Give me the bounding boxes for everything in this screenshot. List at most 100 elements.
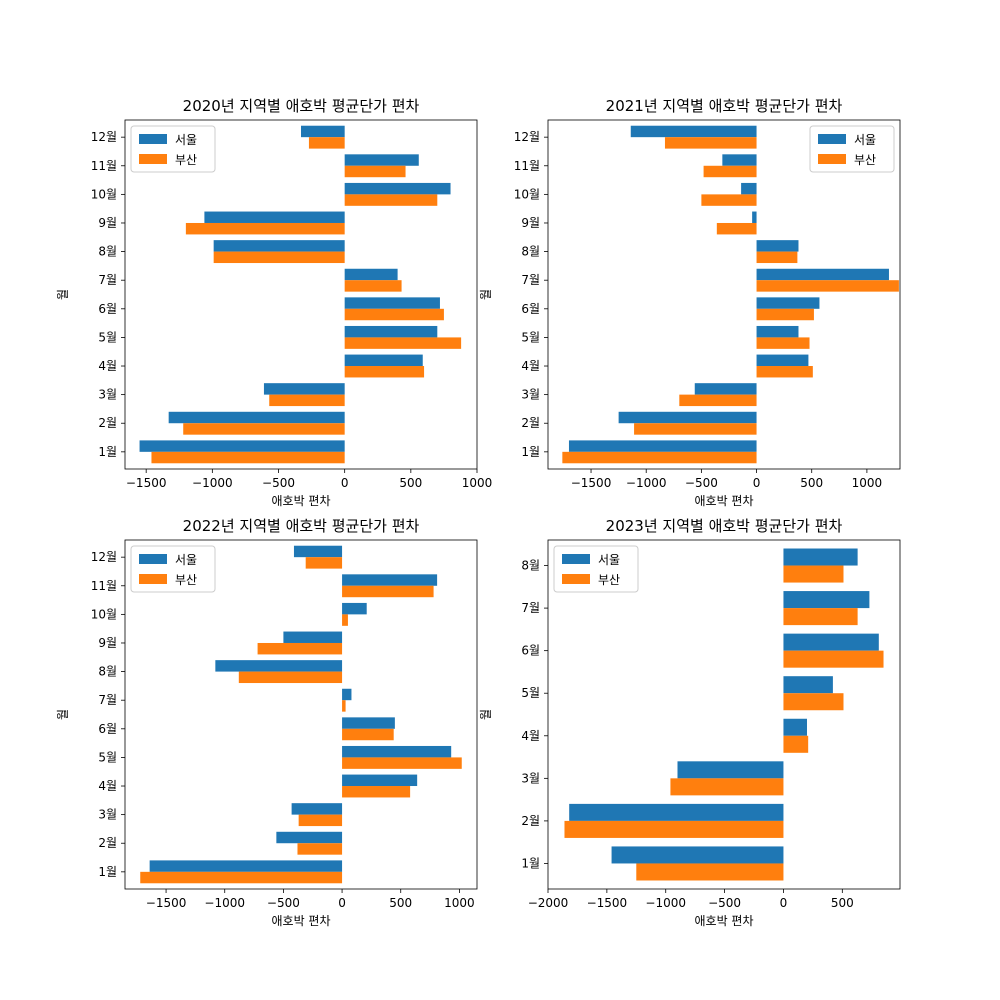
- y-tick-label: 8월: [521, 559, 540, 573]
- bar-busan-5: [783, 693, 844, 711]
- bar-seoul-5: [783, 676, 833, 694]
- legend-swatch-busan: [139, 154, 167, 164]
- bar-seoul-12: [293, 545, 343, 558]
- chart-panel-1: −1500 −1000 −500 0 500 1000 1월 2월 3월 4월 5월 6월 7월 8월 9월…: [56, 97, 492, 508]
- x-tick-label: −1000: [192, 476, 233, 490]
- y-axis-label: 월: [479, 289, 493, 300]
- bar-busan-1: [151, 451, 345, 464]
- y-tick-label: 11월: [514, 159, 540, 173]
- legend-swatch-seoul: [818, 134, 846, 144]
- bar-busan-8: [783, 565, 844, 583]
- y-tick-label: 2월: [98, 836, 117, 850]
- y-tick-label: 6월: [98, 302, 117, 316]
- y-axis-label: 월: [56, 709, 70, 720]
- x-tick-label: −500: [267, 896, 300, 910]
- bar-seoul-1: [139, 440, 345, 452]
- y-tick-label: 1월: [98, 865, 117, 879]
- axes-frame: [547, 119, 901, 470]
- bar-busan-6: [344, 308, 444, 321]
- bar-busan-6: [783, 650, 884, 668]
- bar-seoul-1: [568, 440, 757, 452]
- y-tick-label: 10월: [91, 607, 117, 621]
- bar-seoul-8: [213, 240, 345, 252]
- x-tick-label: 1000: [444, 896, 475, 910]
- bar-seoul-1: [149, 860, 343, 872]
- y-tick-label: 4월: [521, 729, 540, 743]
- x-tick-label: 500: [389, 896, 412, 910]
- x-axis-label: 애호박 편차: [271, 914, 330, 928]
- bar-seoul-11: [342, 574, 438, 586]
- chart-panel-4: −2000 −1500 −1000 −500 0 500 1월 2월 3월 4월 5월 6월 7월 8월 2…: [479, 517, 901, 928]
- bar-busan-9: [257, 642, 343, 655]
- y-axis-label: 월: [479, 709, 493, 720]
- y-tick-label: 10월: [514, 187, 540, 201]
- y-tick-label: 9월: [98, 636, 117, 650]
- bar-busan-5: [342, 757, 462, 769]
- legend-swatch-seoul: [562, 554, 590, 564]
- x-tick-label: −1000: [626, 476, 667, 490]
- bar-busan-7: [756, 280, 899, 292]
- y-tick-label: 5월: [521, 686, 540, 700]
- legend-box: [130, 545, 216, 593]
- bar-busan-6: [342, 728, 394, 741]
- bar-seoul-7: [342, 688, 352, 701]
- y-axis-label: 월: [56, 289, 70, 300]
- bar-seoul-9: [283, 631, 343, 643]
- bar-busan-2: [297, 843, 343, 855]
- bar-busan-3: [670, 778, 784, 796]
- x-tick-label: 0: [780, 896, 788, 910]
- bar-seoul-6: [756, 297, 820, 309]
- bar-busan-9: [185, 222, 345, 235]
- bar-busan-12: [664, 137, 757, 149]
- legend-label-seoul: 서울: [598, 553, 620, 567]
- bar-busan-11: [344, 165, 406, 178]
- x-axis-label: 애호박 편차: [694, 914, 753, 928]
- bar-busan-5: [756, 337, 810, 349]
- chart-title: 2021년 지역별 애호박 평균단가 편차: [606, 97, 843, 115]
- bar-busan-9: [716, 222, 757, 235]
- bar-busan-12: [305, 557, 343, 569]
- bar-busan-11: [342, 585, 434, 598]
- x-tick-label: 0: [338, 896, 346, 910]
- y-tick-label: 2월: [521, 416, 540, 430]
- axes-frame: [547, 539, 901, 890]
- bar-busan-4: [783, 735, 809, 753]
- bar-seoul-9: [204, 211, 345, 223]
- bar-busan-5: [344, 337, 462, 349]
- bar-seoul-12: [630, 125, 757, 138]
- x-tick-label: −1500: [587, 896, 628, 910]
- bar-busan-10: [344, 194, 438, 206]
- bar-seoul-4: [342, 774, 418, 787]
- bar-busan-7: [344, 280, 402, 292]
- bar-busan-7: [783, 608, 858, 626]
- y-tick-label: 8월: [98, 665, 117, 679]
- legend-label-seoul: 서울: [175, 553, 197, 567]
- y-tick-label: 4월: [98, 779, 117, 793]
- legend-swatch-busan: [818, 154, 846, 164]
- y-tick-label: 9월: [521, 216, 540, 230]
- bar-busan-10: [701, 194, 757, 206]
- bar-seoul-5: [342, 745, 452, 758]
- bar-busan-11: [703, 165, 757, 178]
- axes-frame: [124, 119, 478, 470]
- bar-seoul-10: [342, 602, 367, 615]
- legend-swatch-busan: [139, 574, 167, 584]
- bar-seoul-11: [722, 154, 757, 166]
- bar-busan-4: [756, 366, 813, 378]
- y-tick-label: 5월: [98, 330, 117, 344]
- y-tick-label: 4월: [521, 359, 540, 373]
- x-tick-label: 0: [341, 476, 349, 490]
- bar-seoul-5: [344, 325, 438, 338]
- legend-label-busan: 부산: [854, 153, 876, 167]
- bar-seoul-8: [756, 240, 799, 252]
- bar-seoul-3: [694, 383, 757, 395]
- bar-busan-2: [183, 423, 345, 435]
- bar-seoul-7: [344, 268, 398, 281]
- bar-seoul-4: [344, 354, 423, 367]
- y-tick-label: 12월: [514, 130, 540, 144]
- y-tick-label: 7월: [521, 273, 540, 287]
- legend-label-busan: 부산: [598, 573, 620, 587]
- bar-busan-3: [679, 394, 757, 407]
- y-tick-label: 6월: [521, 644, 540, 658]
